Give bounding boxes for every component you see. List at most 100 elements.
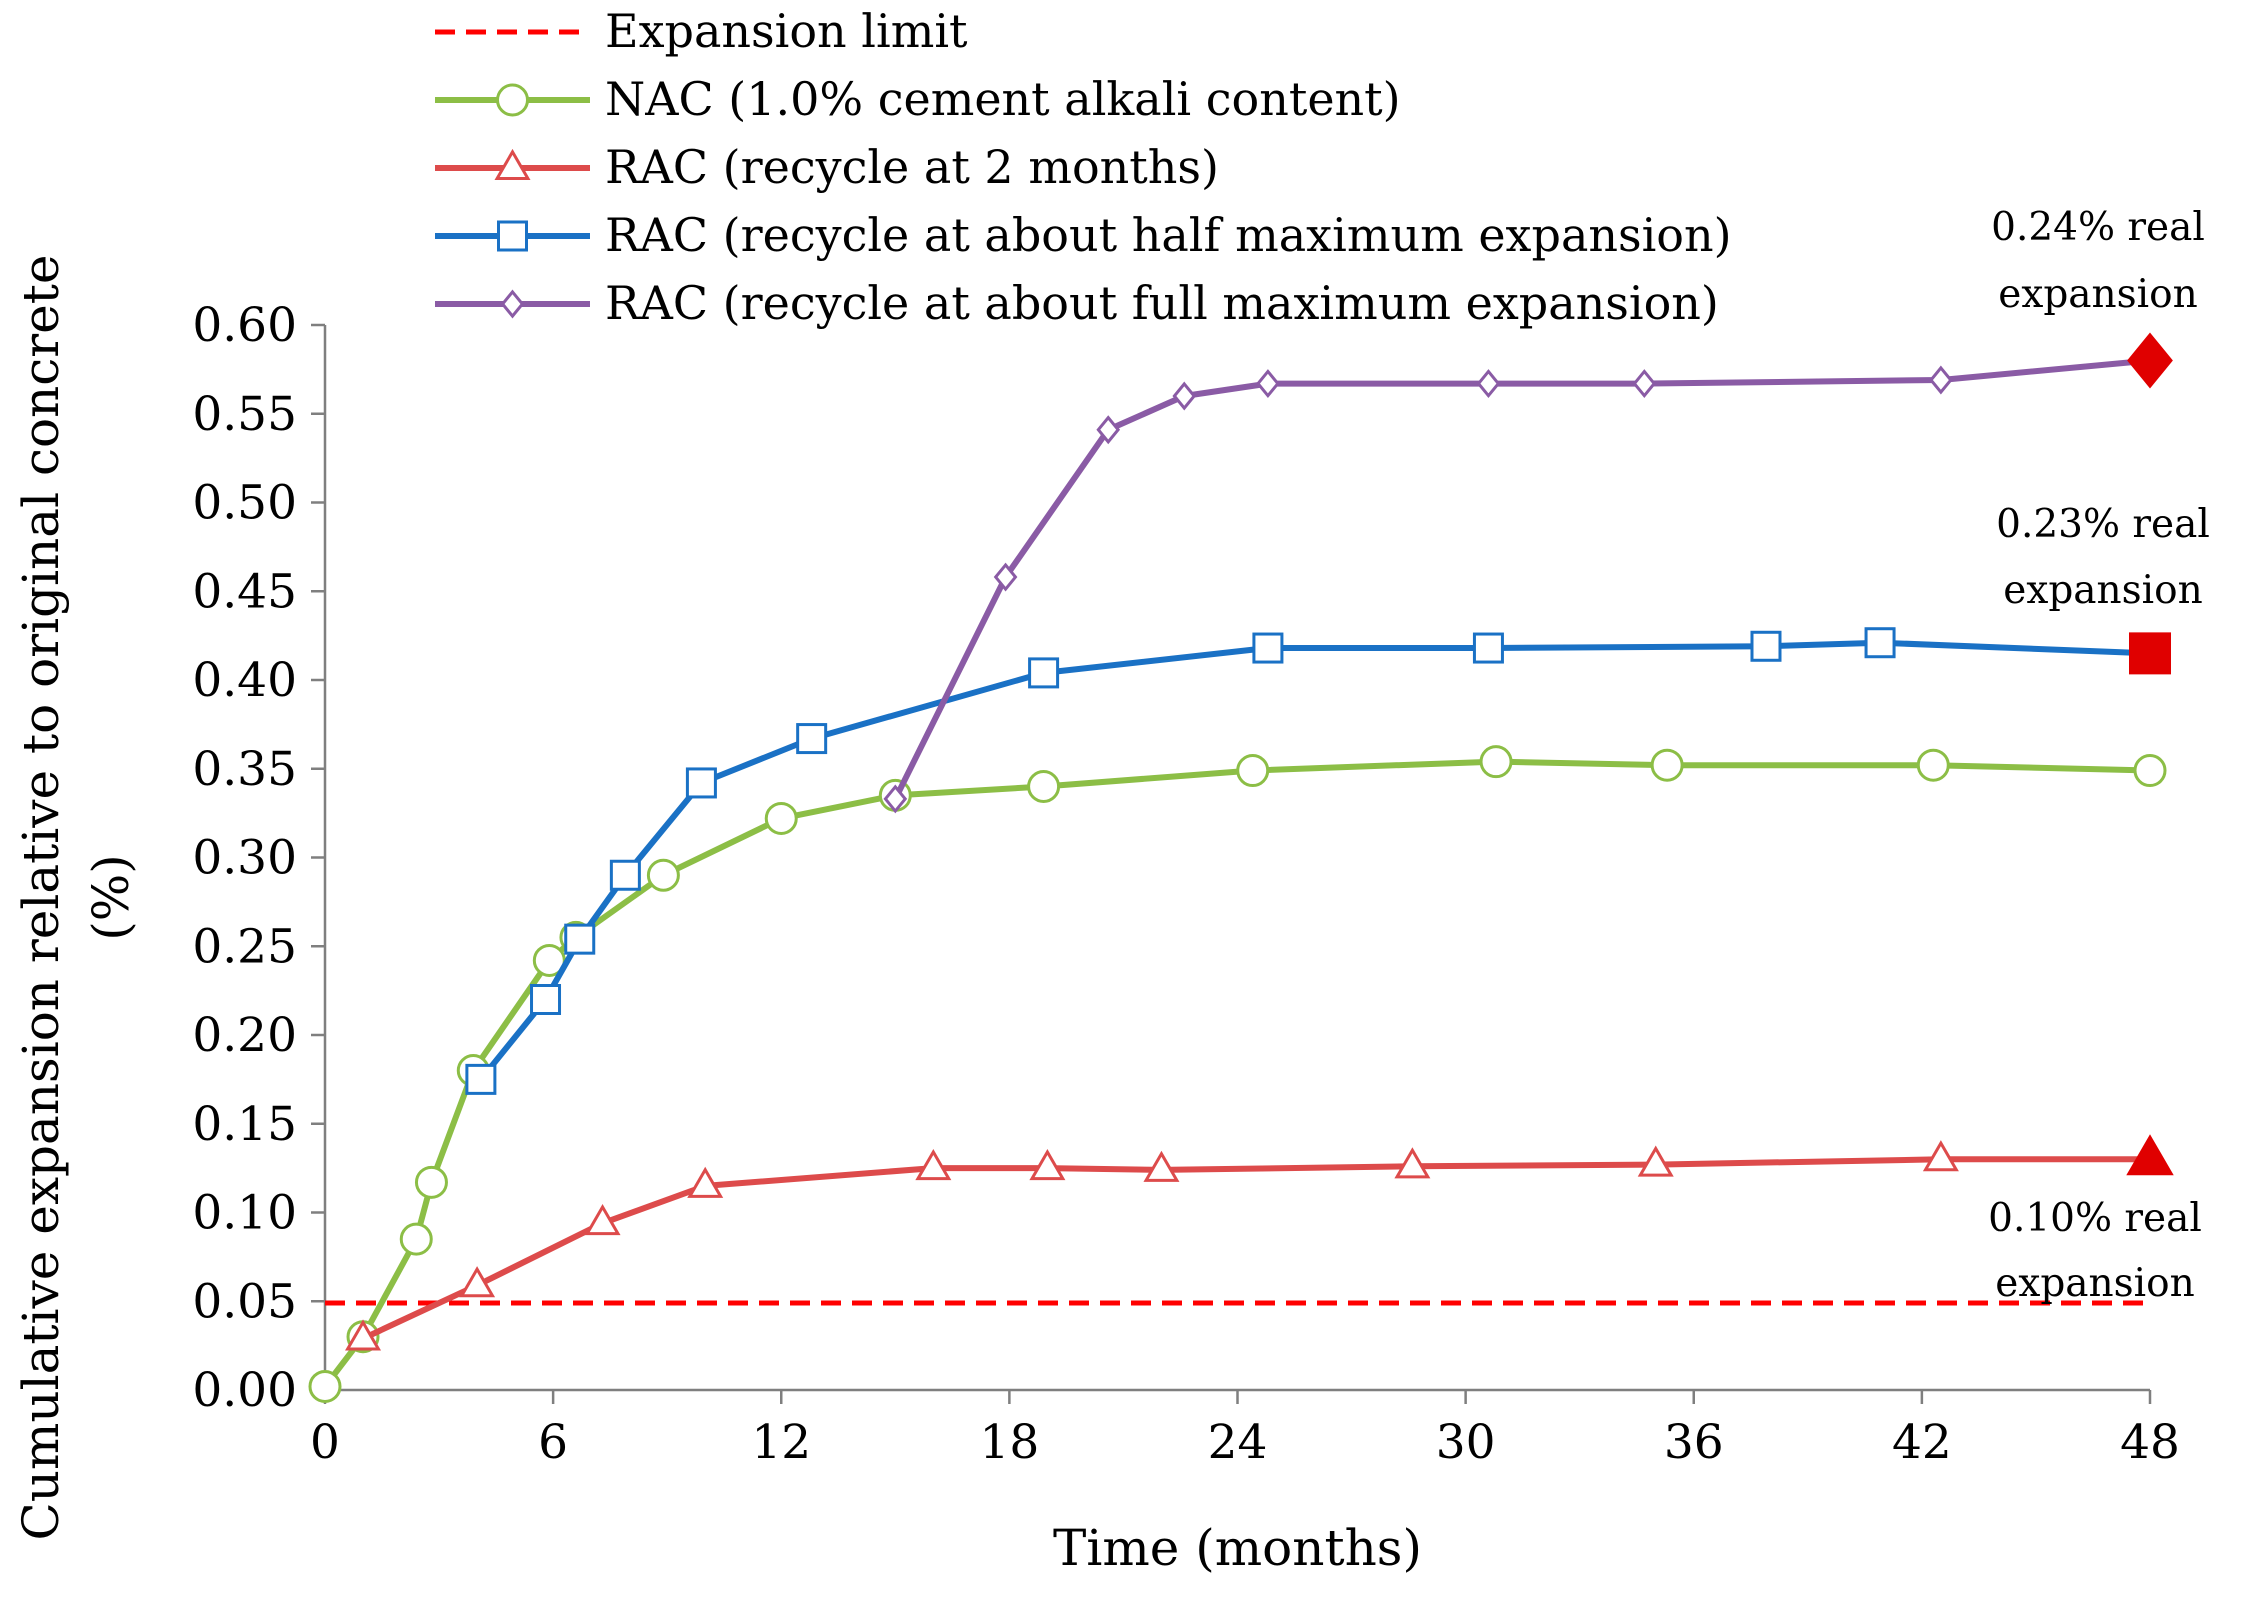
y-tick-label: 0.35 — [192, 742, 297, 797]
x-tick-label: 24 — [1208, 1415, 1268, 1470]
real-expansion-marker — [2129, 632, 2171, 675]
legend-swatch-marker — [494, 148, 531, 180]
legend-swatch-marker — [496, 83, 529, 117]
data-point — [1476, 369, 1501, 399]
legend-swatch-marker — [497, 220, 528, 252]
data-point — [1028, 657, 1060, 689]
legend-label: RAC (recycle at 2 months) — [605, 140, 1219, 194]
end-marker-layer — [2126, 332, 2174, 1176]
data-point — [1637, 1145, 1674, 1177]
y-tick-label: 0.15 — [192, 1097, 297, 1152]
data-point — [993, 562, 1018, 592]
data-point — [1650, 748, 1684, 782]
data-point — [459, 1266, 496, 1298]
y-tick-label: 0.40 — [192, 653, 297, 708]
data-point — [1750, 630, 1782, 662]
legend-label: NAC (1.0% cement alkali content) — [605, 72, 1401, 126]
y-axis-title: (%) — [82, 854, 140, 941]
legend-label: Expansion limit — [605, 4, 968, 58]
series-square — [465, 627, 2166, 1095]
series-diamond — [883, 346, 2162, 814]
data-point — [465, 1063, 497, 1095]
series-triangle — [345, 1140, 2169, 1351]
legend-entry: Expansion limit — [435, 4, 968, 58]
data-point — [1172, 381, 1197, 411]
y-tick-label: 0.60 — [192, 298, 297, 353]
x-tick-label: 48 — [2120, 1415, 2180, 1470]
y-tick-label: 0.05 — [192, 1274, 297, 1329]
series-line — [322, 758, 2153, 1390]
y-tick-label: 0.25 — [192, 919, 297, 974]
real-expansion-annotation: 0.23% real — [1996, 502, 2210, 547]
data-point — [646, 858, 680, 892]
real-expansion-marker — [2126, 1134, 2174, 1176]
x-tick-label: 18 — [979, 1415, 1039, 1470]
data-point — [1472, 632, 1504, 664]
legend-entry: NAC (1.0% cement alkali content) — [435, 72, 1401, 126]
real-expansion-annotation: 0.10% real — [1988, 1196, 2202, 1241]
data-point — [399, 1222, 433, 1256]
y-tick-label: 0.20 — [192, 1008, 297, 1063]
real-expansion-annotation: expansion — [2003, 568, 2203, 613]
real-expansion-marker — [2127, 332, 2173, 389]
legend: Expansion limit NAC (1.0% cement alkali c… — [435, 4, 1732, 330]
data-point — [308, 1369, 342, 1403]
x-tick-label: 36 — [1664, 1415, 1724, 1470]
legend-swatch-marker — [500, 289, 525, 319]
y-axis-title: Cumulative expansion relative to origina… — [12, 255, 70, 1541]
data-point — [1236, 754, 1270, 788]
real-expansion-annotation: expansion — [1998, 272, 2198, 317]
y-tick-label: 0.50 — [192, 476, 297, 531]
y-tick-label: 0.30 — [192, 831, 297, 886]
data-point — [1143, 1150, 1180, 1182]
data-point — [564, 923, 596, 955]
data-point — [1027, 770, 1061, 803]
axes: 0.00 0.05 0.10 0.15 0.20 0.25 0.30 0.35 0.40 0.45… — [12, 255, 2180, 1577]
series-line — [892, 357, 2153, 802]
series-layer — [308, 346, 2169, 1403]
data-point — [796, 723, 828, 755]
annotation-layer: 0.24% real expansion 0.23% real expansion 0.… — [1988, 205, 2210, 1306]
data-point — [1479, 745, 1513, 779]
data-point — [883, 784, 908, 814]
data-point — [1632, 369, 1657, 399]
real-expansion-annotation: expansion — [1995, 1261, 2195, 1306]
data-point — [1864, 627, 1896, 659]
data-point — [1029, 1149, 1066, 1181]
data-point — [915, 1149, 952, 1181]
legend-entry: RAC (recycle at 2 months) — [435, 140, 1219, 194]
x-tick-label: 42 — [1892, 1415, 1952, 1470]
x-tick-label: 30 — [1436, 1415, 1496, 1470]
data-point — [530, 984, 562, 1015]
data-point — [687, 1166, 724, 1198]
legend-label: RAC (recycle at about half maximum expan… — [605, 208, 1732, 262]
y-tick-label: 0.00 — [192, 1363, 297, 1418]
data-point — [1922, 1140, 1959, 1172]
data-point — [584, 1204, 621, 1236]
y-tick-label: 0.55 — [192, 387, 297, 442]
data-point — [1256, 369, 1280, 399]
data-point — [685, 767, 717, 799]
x-tick-label: 0 — [310, 1415, 340, 1470]
data-point — [1096, 415, 1121, 445]
x-tick-label: 6 — [538, 1415, 568, 1470]
legend-label: RAC (recycle at about full maximum expan… — [605, 276, 1719, 330]
data-point — [345, 1319, 382, 1351]
x-tick-label: 12 — [751, 1415, 811, 1470]
legend-entry: RAC (recycle at about full maximum expan… — [435, 276, 1719, 330]
data-point — [764, 801, 798, 835]
data-point — [2133, 754, 2167, 788]
data-point — [609, 859, 641, 891]
y-tick-label: 0.45 — [192, 564, 297, 619]
data-point — [1394, 1147, 1431, 1179]
data-point — [1252, 632, 1284, 664]
series-line — [477, 639, 2153, 1083]
data-point — [414, 1165, 448, 1199]
x-axis-title: Time (months) — [1053, 1519, 1422, 1577]
real-expansion-annotation: 0.24% real — [1991, 205, 2205, 250]
data-point — [1916, 748, 1950, 782]
legend-entry: RAC (recycle at about half maximum expan… — [435, 208, 1732, 262]
data-point — [1929, 365, 1953, 395]
series-line — [360, 1156, 2153, 1342]
